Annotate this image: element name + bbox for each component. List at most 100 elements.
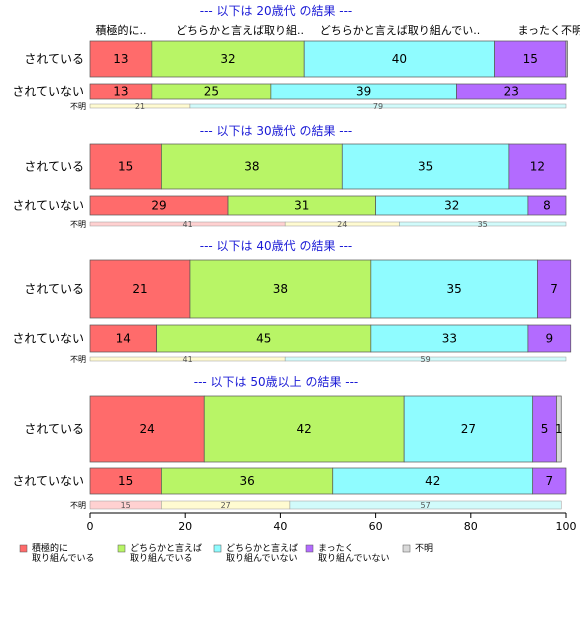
data-label: 27: [221, 501, 231, 510]
bar-segment: [370, 324, 529, 353]
data-label: 21: [135, 102, 145, 111]
data-label: 25: [204, 85, 219, 99]
legend-label: どちらかと言えば: [130, 542, 202, 554]
data-label: 21: [132, 282, 147, 296]
legend-label: 取り組んでいる: [130, 552, 193, 564]
bar-segment: [89, 324, 157, 353]
data-label: 42: [425, 474, 440, 488]
bar-segment: [508, 143, 567, 190]
data-label: 24: [337, 220, 347, 229]
row-label: されていない: [12, 199, 84, 213]
x-tick-label: 60: [369, 520, 383, 533]
data-label: 36: [239, 474, 254, 488]
bar-segment: [156, 324, 372, 353]
data-label: 15: [118, 160, 133, 174]
legend-label: 取り組んでいる: [32, 552, 95, 564]
data-label: 13: [113, 52, 128, 66]
data-label: 9: [546, 332, 554, 346]
data-label: 15: [523, 52, 538, 66]
data-label: 12: [530, 160, 545, 174]
data-label: 15: [118, 474, 133, 488]
header-label: 不明: [561, 24, 580, 37]
legend-label: どちらかと言えば: [226, 542, 298, 554]
legend-label: 取り組んでいない: [226, 552, 298, 564]
data-label: 41: [182, 355, 192, 364]
bar-segment: [527, 324, 572, 353]
group-title: --- 以下は 40歳代 の結果 ---: [200, 239, 353, 253]
data-label: 33: [442, 332, 457, 346]
legend-swatch: [402, 544, 411, 553]
row-label: されている: [24, 422, 84, 436]
bar-segment: [203, 395, 405, 463]
bar-segment: [189, 259, 372, 319]
bar-segment: [370, 259, 538, 319]
bar-segment: [403, 395, 534, 463]
data-label: 13: [113, 85, 128, 99]
data-label: 27: [461, 422, 476, 436]
na-bar-segment: [189, 103, 567, 109]
data-label: 45: [256, 332, 271, 346]
data-label: 32: [220, 52, 235, 66]
data-label: 5: [541, 422, 549, 436]
header-label: どちらかと言えば取り組んでい..: [320, 24, 480, 37]
group-title: --- 以下は 50歳以上 の結果 ---: [194, 375, 359, 389]
na-bar-segment: [284, 356, 567, 362]
bar-segment: [161, 467, 334, 495]
data-label: 24: [139, 422, 154, 436]
row-label: されていない: [12, 474, 84, 488]
header-label: 積極的に..: [96, 23, 147, 37]
data-label: 35: [418, 160, 433, 174]
bar-segment: [89, 467, 162, 495]
bar-segment: [527, 195, 567, 216]
data-label: 38: [273, 282, 288, 296]
data-label: 42: [297, 422, 312, 436]
x-tick-label: 40: [273, 520, 287, 533]
legend-label: まったく: [318, 543, 354, 554]
x-tick-label: 80: [464, 520, 478, 533]
bar-segment: [161, 143, 343, 190]
legend-swatch: [19, 544, 28, 553]
data-label: 41: [182, 220, 192, 229]
data-label: 14: [116, 332, 131, 346]
row-label: されている: [24, 160, 84, 174]
data-label: 23: [504, 85, 519, 99]
data-label: 35: [478, 220, 488, 229]
bar-segment: [532, 467, 567, 495]
bar-segment: [332, 467, 534, 495]
group-title: --- 以下は 20歳代 の結果 ---: [200, 4, 353, 18]
data-label: 7: [546, 474, 554, 488]
data-label: 15: [121, 501, 131, 510]
row-label: 不明: [70, 102, 86, 111]
na-bar-segment: [289, 500, 562, 510]
data-label: 57: [420, 501, 430, 510]
data-label: 40: [392, 52, 407, 66]
bar-segment: [556, 395, 562, 463]
header-label: どちらかと言えば取り組..: [176, 24, 304, 37]
legend-label: 積極的に: [32, 542, 68, 554]
legend-swatch: [305, 544, 314, 553]
bar-segment: [494, 40, 567, 78]
legend-label: 不明: [415, 543, 433, 554]
row-label: 不明: [70, 501, 86, 510]
data-label: 39: [356, 85, 371, 99]
legend-swatch: [213, 544, 222, 553]
row-label: されていない: [12, 85, 84, 99]
x-tick-label: 0: [87, 520, 94, 533]
data-label: 38: [244, 160, 259, 174]
row-label: 不明: [70, 220, 86, 229]
data-label: 1: [555, 422, 563, 436]
na-bar-segment: [399, 221, 567, 227]
data-label: 29: [151, 199, 166, 213]
bar-segment: [89, 395, 205, 463]
data-label: 31: [294, 199, 309, 213]
bar-segment: [89, 259, 191, 319]
row-label: されている: [24, 282, 84, 296]
data-label: 8: [543, 199, 551, 213]
row-label: 不明: [70, 355, 86, 364]
data-label: 35: [446, 282, 461, 296]
bar-segment: [151, 40, 305, 78]
group-title: --- 以下は 30歳代 の結果 ---: [200, 124, 353, 138]
bar-segment: [537, 259, 572, 319]
x-tick-label: 100: [556, 520, 577, 533]
